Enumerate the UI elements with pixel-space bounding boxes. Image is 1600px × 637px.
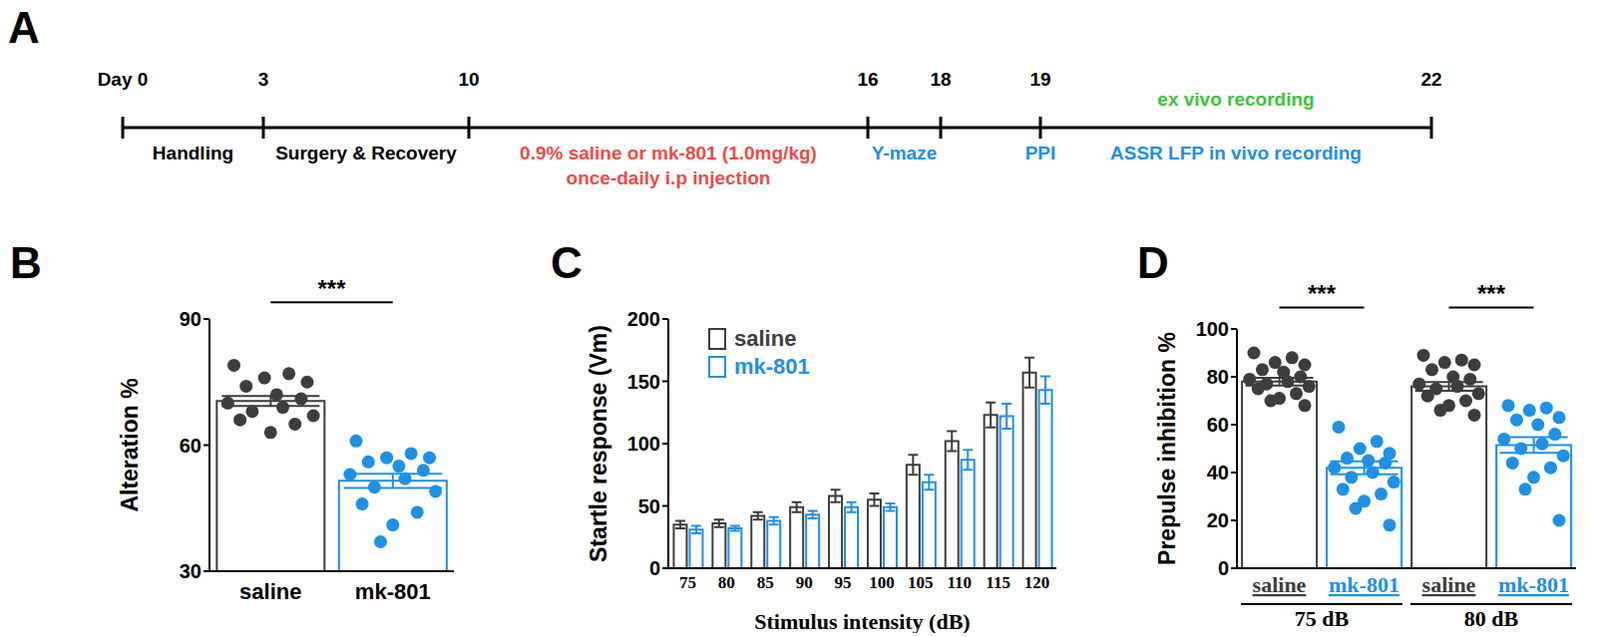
html-text:mk-801: mk-801 bbox=[734, 354, 810, 380]
html-text:C: C bbox=[550, 238, 583, 288]
html-text:A: A bbox=[7, 2, 40, 52]
html-text:B: B bbox=[9, 238, 42, 288]
svg-text:115: 115 bbox=[985, 573, 1011, 593]
svg-text:0.9% saline or mk-801 (1.0mg/k: 0.9% saline or mk-801 (1.0mg/kg)once-dai… bbox=[519, 142, 817, 189]
html-text:saline: saline bbox=[734, 326, 797, 352]
svg-text:***: *** bbox=[1307, 280, 1337, 308]
svg-text:110: 110 bbox=[946, 573, 972, 593]
svg-text:Prepulse inhibition %: Prepulse inhibition % bbox=[1154, 332, 1181, 566]
svg-text:mk-801: mk-801 bbox=[1328, 572, 1400, 598]
svg-text:Day 0: Day 0 bbox=[97, 68, 149, 90]
svg-text:120: 120 bbox=[1024, 573, 1051, 593]
svg-text:19: 19 bbox=[1029, 68, 1051, 90]
svg-text:ex vivo recording: ex vivo recording bbox=[1157, 88, 1314, 110]
svg-text:mk-801: mk-801 bbox=[355, 579, 431, 605]
svg-text:10: 10 bbox=[457, 68, 479, 90]
svg-text:Handling: Handling bbox=[152, 142, 234, 164]
svg-text:0: 0 bbox=[1217, 557, 1229, 580]
svg-text:30: 30 bbox=[179, 560, 202, 583]
svg-text:saline: saline bbox=[1252, 572, 1307, 598]
svg-text:75 dB: 75 dB bbox=[1294, 606, 1350, 632]
svg-text:18: 18 bbox=[929, 68, 951, 90]
svg-text:saline: saline bbox=[1422, 572, 1477, 598]
svg-text:22: 22 bbox=[1420, 68, 1442, 90]
svg-text:0: 0 bbox=[649, 557, 661, 580]
svg-text:150: 150 bbox=[627, 371, 661, 394]
svg-text:50: 50 bbox=[638, 495, 661, 518]
svg-text:***: *** bbox=[1477, 280, 1507, 308]
svg-text:ASSR LFP in vivo recording: ASSR LFP in vivo recording bbox=[1110, 142, 1362, 164]
svg-text:95: 95 bbox=[834, 573, 852, 593]
svg-text:20: 20 bbox=[1206, 509, 1229, 532]
svg-text:90: 90 bbox=[179, 308, 202, 331]
html-text:D: D bbox=[1137, 238, 1169, 288]
svg-text:40: 40 bbox=[1206, 461, 1229, 484]
svg-text:80: 80 bbox=[1206, 366, 1229, 389]
svg-text:100: 100 bbox=[868, 573, 895, 593]
svg-text:PPI: PPI bbox=[1025, 142, 1057, 164]
svg-text:Y-maze: Y-maze bbox=[871, 142, 937, 164]
svg-text:85: 85 bbox=[757, 573, 775, 593]
svg-text:Startle response (Vm): Startle response (Vm) bbox=[585, 325, 612, 563]
svg-text:60: 60 bbox=[1206, 413, 1229, 436]
svg-text:100: 100 bbox=[1196, 318, 1229, 341]
svg-text:100: 100 bbox=[627, 432, 661, 455]
svg-text:16: 16 bbox=[856, 68, 878, 90]
svg-text:80 dB: 80 dB bbox=[1464, 606, 1520, 632]
svg-text:60: 60 bbox=[179, 434, 202, 457]
svg-text:***: *** bbox=[317, 275, 347, 303]
svg-text:75: 75 bbox=[679, 573, 697, 593]
svg-text:200: 200 bbox=[627, 308, 661, 331]
svg-text:saline: saline bbox=[239, 579, 302, 605]
svg-text:Surgery & Recovery: Surgery & Recovery bbox=[275, 142, 457, 164]
svg-text:105: 105 bbox=[907, 573, 934, 593]
svg-text:mk-801: mk-801 bbox=[1498, 572, 1570, 598]
svg-text:Alteration %: Alteration % bbox=[116, 378, 143, 512]
svg-text:90: 90 bbox=[796, 573, 813, 593]
svg-text:Stimulus intensity (dB): Stimulus intensity (dB) bbox=[754, 609, 970, 634]
svg-text:80: 80 bbox=[718, 573, 736, 593]
svg-text:3: 3 bbox=[258, 68, 270, 90]
